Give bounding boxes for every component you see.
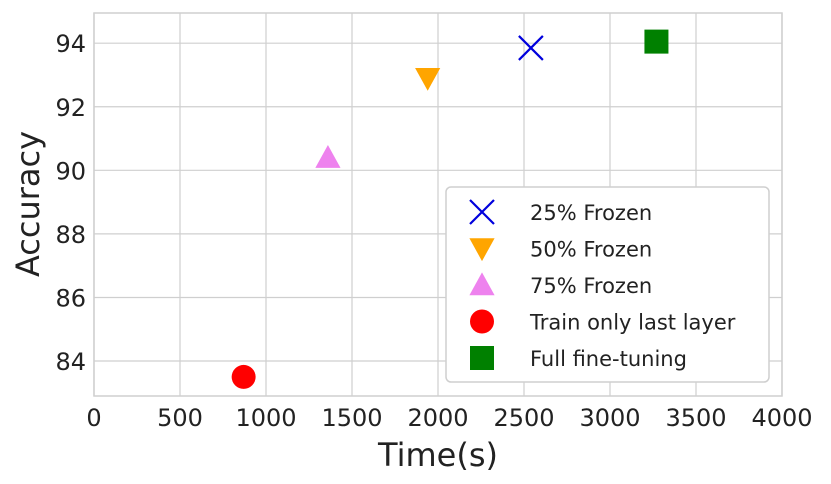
x-tick-label: 0 bbox=[86, 404, 101, 432]
x-tick-label: 500 bbox=[157, 404, 203, 432]
x-tick-label: 1500 bbox=[321, 404, 382, 432]
legend-marker-75-frozen bbox=[469, 272, 495, 296]
y-tick-label: 94 bbox=[55, 30, 86, 58]
point-train-only-last-layer bbox=[231, 364, 256, 389]
legend-label-train-only-last-layer: Train only last layer bbox=[529, 311, 736, 335]
x-tick-label: 2000 bbox=[407, 404, 468, 432]
y-tick-labels: 84 86 88 90 92 94 bbox=[55, 30, 86, 376]
legend-label-50-frozen: 50% Frozen bbox=[530, 238, 652, 262]
point-25-frozen bbox=[518, 35, 544, 61]
point-full-fine-tuning bbox=[644, 29, 669, 54]
plot-frame bbox=[93, 12, 783, 397]
legend-marker-50-frozen bbox=[469, 238, 495, 262]
y-tick-label: 92 bbox=[55, 94, 86, 122]
y-tick-label: 90 bbox=[55, 157, 86, 185]
x-tick-label: 3500 bbox=[665, 404, 726, 432]
legend: 25% Frozen 50% Frozen 75% Frozen Train only… bbox=[445, 186, 770, 383]
y-tick-label: 88 bbox=[55, 221, 86, 249]
legend-marker-train-only-last-layer bbox=[470, 309, 494, 334]
y-tick-label: 86 bbox=[55, 284, 86, 312]
legend-marker-full-fine-tuning bbox=[470, 346, 494, 370]
legend-marker-25-frozen bbox=[469, 199, 495, 225]
legend-label-75-frozen: 75% Frozen bbox=[530, 274, 652, 298]
x-tick-label: 2500 bbox=[493, 404, 554, 432]
legend-label-25-frozen: 25% Frozen bbox=[530, 201, 652, 225]
legend-box bbox=[445, 186, 770, 383]
y-tick-label: 84 bbox=[55, 348, 86, 376]
data-points bbox=[231, 29, 669, 389]
y-axis-title: Accuracy bbox=[9, 131, 47, 277]
x-axis-title: Time(s) bbox=[377, 436, 498, 474]
x-tick-labels: 0 500 1000 1500 2000 2500 3000 3500 4000 bbox=[86, 404, 812, 432]
legend-label-full-fine-tuning: Full fine-tuning bbox=[530, 347, 687, 371]
point-50-frozen bbox=[415, 67, 441, 91]
x-tick-label: 3000 bbox=[579, 404, 640, 432]
x-tick-label: 1000 bbox=[235, 404, 296, 432]
point-75-frozen bbox=[315, 145, 341, 168]
x-tick-label: 4000 bbox=[751, 404, 812, 432]
